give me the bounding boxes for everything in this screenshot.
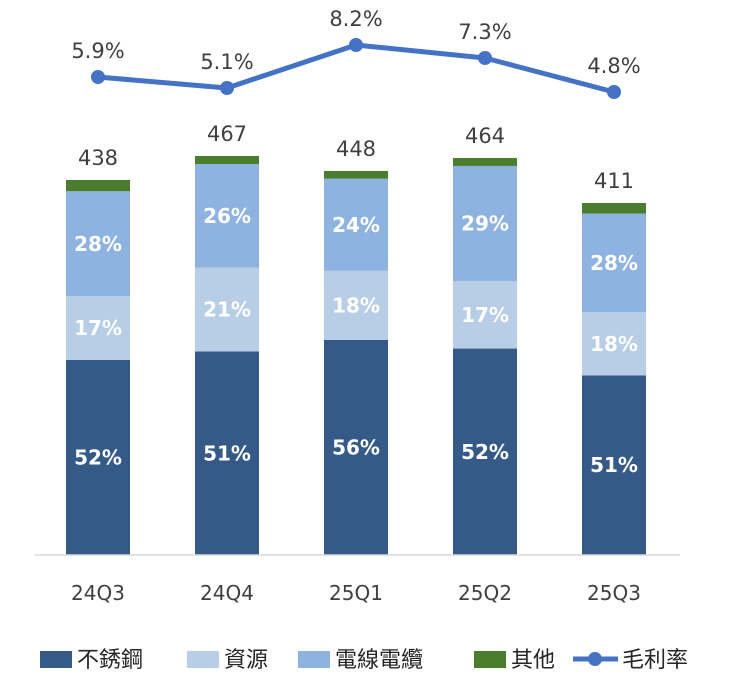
bar-24Q4-series-2 [195, 163, 259, 268]
bar-25Q2-series-1 [453, 281, 517, 349]
legend-label-line: 毛利率 [622, 648, 688, 673]
bar-24Q4-series-1 [195, 267, 259, 352]
bar-25Q2-series-2 [453, 165, 517, 282]
bar-label-25Q1-series-2: 24% [332, 213, 380, 237]
gross-margin-point-25Q3 [607, 85, 621, 99]
x-tick-24Q4: 24Q4 [200, 581, 254, 605]
bar-label-24Q4-series-1: 21% [203, 298, 251, 322]
bar-25Q1-series-1 [324, 270, 388, 340]
gross-margin-label-24Q4: 5.1% [200, 50, 253, 74]
x-tick-25Q2: 25Q2 [458, 581, 512, 605]
bar-label-25Q3-series-0: 51% [590, 453, 638, 477]
bar-24Q4-series-0 [195, 351, 259, 555]
gross-margin-label-25Q1: 8.2% [329, 7, 382, 31]
legend-swatch-series-1 [187, 651, 219, 668]
bar-25Q1-series-0 [324, 339, 388, 555]
legend-swatch-series-0 [40, 651, 72, 668]
bar-label-24Q3-series-0: 52% [74, 446, 122, 470]
x-tick-25Q3: 25Q3 [587, 581, 641, 605]
legend-swatch-series-3 [474, 651, 506, 668]
total-label-24Q4: 467 [207, 122, 247, 146]
gross-margin-point-24Q3 [91, 70, 105, 84]
total-label-24Q3: 438 [78, 146, 118, 170]
bar-25Q2-series-0 [453, 348, 517, 555]
legend-label-series-0: 不銹鋼 [77, 648, 143, 673]
legend-label-series-2: 電線電纜 [335, 648, 423, 673]
bar-label-25Q1-series-1: 18% [332, 293, 380, 317]
legend-label-series-1: 資源 [224, 648, 268, 673]
bar-label-25Q2-series-2: 29% [461, 212, 509, 236]
gross-margin-label-24Q3: 5.9% [71, 39, 124, 63]
x-tick-labels: 24Q3 24Q4 25Q1 25Q2 25Q3 [71, 581, 641, 605]
bar-24Q3-series-3 [66, 180, 130, 192]
gross-margin-line [97, 42, 615, 95]
bar-label-24Q3-series-1: 17% [74, 316, 122, 340]
gross-margin-point-25Q2 [478, 51, 492, 65]
total-label-25Q1: 448 [336, 137, 376, 161]
gross-margin-line-layer: 5.9% 5.1% 8.2% 7.3% 4.8% [71, 7, 641, 99]
bar-24Q4-series-3 [195, 156, 259, 164]
legend-swatch-series-2 [298, 651, 330, 668]
bar-25Q1-series-2 [324, 178, 388, 271]
gross-margin-label-25Q3: 4.8% [587, 54, 640, 78]
bar-25Q3-series-1 [582, 312, 646, 376]
bar-25Q3-series-3 [582, 203, 646, 214]
bar-label-25Q3-series-2: 28% [590, 251, 638, 275]
gross-margin-point-25Q1 [349, 38, 363, 52]
bar-label-25Q3-series-1: 18% [590, 332, 638, 356]
total-label-25Q3: 411 [594, 169, 634, 193]
bar-25Q1-series-3 [324, 171, 388, 179]
gross-margin-point-24Q4 [220, 81, 234, 95]
bar-label-24Q3-series-2: 28% [74, 232, 122, 256]
bar-label-24Q4-series-2: 26% [203, 204, 251, 228]
legend-line-marker [588, 652, 602, 666]
bar-24Q3-series-2 [66, 191, 130, 297]
bar-24Q3-series-0 [66, 360, 130, 555]
bar-label-25Q1-series-0: 56% [332, 435, 380, 459]
x-tick-24Q3: 24Q3 [71, 581, 125, 605]
legend: 不銹鋼 資源 電線電纜 其他 毛利率 [40, 648, 688, 673]
gross-margin-label-25Q2: 7.3% [458, 20, 511, 44]
bar-25Q3-series-2 [582, 213, 646, 313]
bar-25Q3-series-0 [582, 375, 646, 555]
bar-label-25Q2-series-1: 17% [461, 303, 509, 327]
legend-label-series-3: 其他 [511, 648, 555, 673]
bars-layer: 52% 17% 28% 438 51% 21% 26% 467 56% 18% 24% 448 52% 1… [66, 122, 646, 555]
total-label-25Q2: 464 [465, 124, 505, 148]
bar-label-24Q4-series-0: 51% [203, 441, 251, 465]
x-tick-25Q1: 25Q1 [329, 581, 383, 605]
bar-24Q3-series-1 [66, 296, 130, 360]
bar-label-25Q2-series-0: 52% [461, 440, 509, 464]
bar-25Q2-series-3 [453, 158, 517, 166]
